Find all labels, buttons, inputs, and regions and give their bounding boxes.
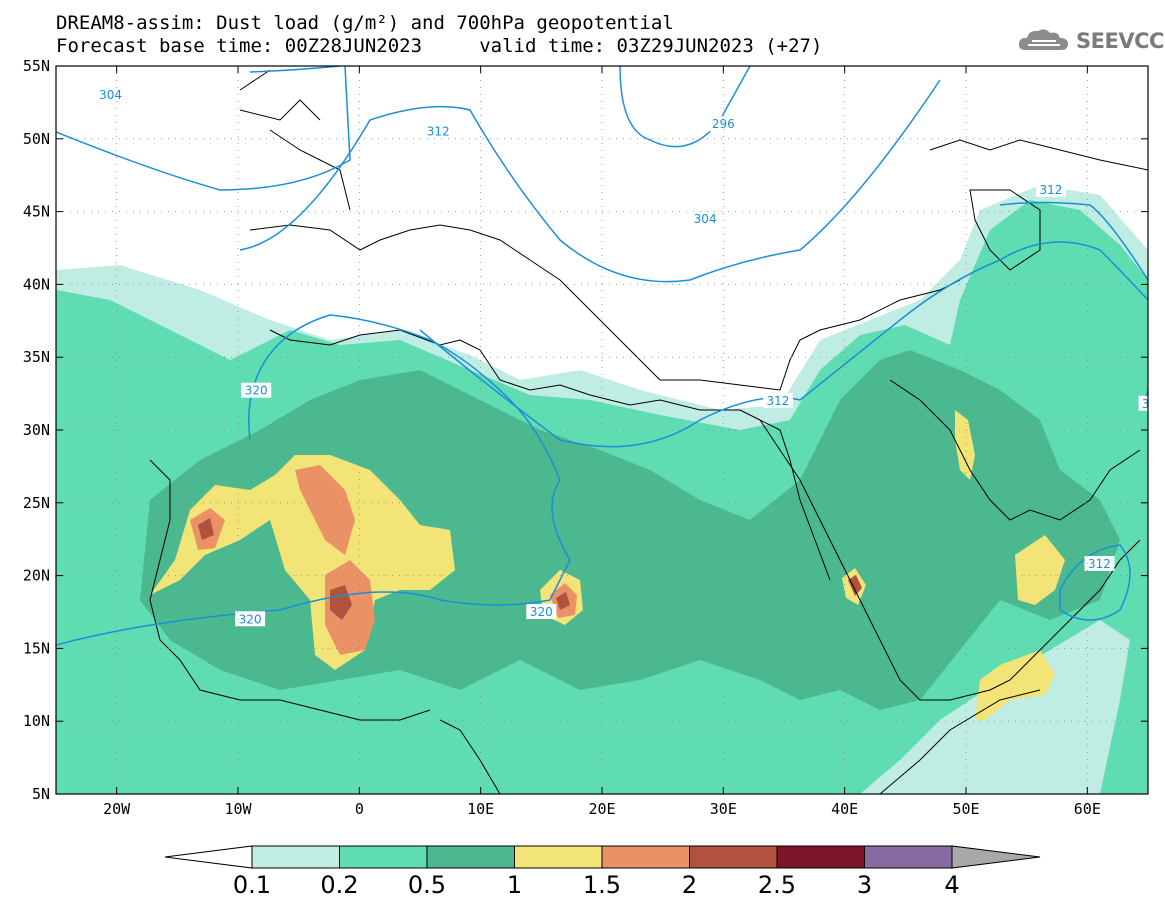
contour-label: 304: [694, 212, 717, 226]
lat-tick-label: 15N: [23, 639, 50, 657]
colorbar-label: 0.1: [233, 871, 271, 899]
dust-region-1-1.5-west: [150, 455, 455, 670]
contour-label-bg: [235, 611, 266, 627]
cloud-logo-icon: [1018, 29, 1068, 50]
dust-region-1-1.5-persian-gulf: [955, 410, 975, 480]
lon-tick-label: 60E: [1074, 800, 1101, 818]
lon-tick-label: 20W: [103, 800, 131, 818]
contour-label-bg: [690, 210, 721, 226]
lon-tick-label: 50E: [952, 800, 979, 818]
dust-region-2-2.5-west: [198, 518, 352, 620]
contour-label: 304: [99, 88, 122, 102]
contour-label: 296: [712, 117, 735, 131]
contour-label: 320: [530, 605, 553, 619]
graticule: [56, 66, 1148, 794]
map-subtitle: Forecast base time: 00Z28JUN2023 valid t…: [56, 35, 823, 57]
dust-region-0.5-1: [140, 350, 1120, 710]
colorbar-segment: [514, 845, 603, 869]
colorbar-segment: [864, 845, 953, 869]
lon-tick-label: 30E: [710, 800, 737, 818]
colorbar-segment: [251, 845, 340, 869]
dust-region-2-2.5-chad: [556, 592, 570, 610]
lon-tick-label: 10W: [224, 800, 252, 818]
contour-label-bg: [526, 604, 557, 619]
contour-label: 312: [1088, 557, 1111, 571]
lat-tick-label: 35N: [23, 348, 50, 366]
lon-tick-label: 20E: [588, 800, 615, 818]
contour-label-bg: [241, 382, 272, 398]
contour-label-bg: [423, 123, 454, 139]
colorbar-segment: [689, 845, 778, 869]
longitude-axis: 20W 10W 0 10E 20E 30E 40E 50E 60E: [103, 66, 1101, 818]
contour-label-bg: [1084, 555, 1115, 571]
seevccc-logo: SEEVCCC: [1016, 26, 1165, 56]
latitude-axis: 55N 50N 45N 40N 35N 30N 25N 20N 15N 10N 5N: [23, 57, 1148, 803]
colorbar-label: 0.2: [320, 871, 358, 899]
dust-region-1-1.5-oman: [1015, 535, 1065, 605]
lat-tick-label: 30N: [23, 421, 50, 439]
lat-tick-label: 50N: [23, 130, 50, 148]
contour-label: 320: [245, 384, 268, 398]
colorbar-segment: [426, 845, 515, 869]
map-plot-area: 304 312 296 304 312 320 312 3 312 320 320: [56, 66, 1150, 794]
contour-labels: 304 312 296 304 312 320 312 3 312 320 320: [95, 87, 1150, 627]
colorbar-segment: [776, 845, 865, 869]
dust-region-2-2.5-eritrea: [848, 575, 862, 596]
geopotential-contour-layer: [56, 66, 1148, 646]
colorbar-label: 3: [857, 871, 872, 899]
contour-label: 320: [239, 612, 262, 626]
lat-tick-label: 20N: [23, 567, 50, 585]
colorbar-segment: [339, 845, 428, 869]
coastline-layer: [149, 69, 1148, 794]
lat-tick-label: 5N: [32, 785, 50, 803]
lon-tick-label: 0: [355, 800, 364, 818]
contour-label-bg: [95, 87, 126, 103]
dust-region-1.5-2-west: [190, 465, 375, 655]
dust-field-layer: [56, 185, 1148, 794]
colorbar-label: 0.5: [408, 871, 446, 899]
lat-tick-label: 40N: [23, 275, 50, 293]
lat-tick-label: 45N: [23, 203, 50, 221]
logo-text: SEEVCCC: [1076, 29, 1165, 53]
contour-label: 3: [1142, 397, 1150, 411]
lat-tick-label: 25N: [23, 494, 50, 512]
contour-label-bg: [762, 392, 793, 408]
colorbar-label: 1: [507, 871, 522, 899]
map-title: DREAM8-assim: Dust load (g/m²) and 700hP…: [56, 12, 674, 34]
contour-label-bg: [708, 116, 739, 132]
colorbar-label: 4: [944, 871, 959, 899]
colorbar-high-triangle: [951, 845, 1041, 869]
colorbar-label: 1.5: [583, 871, 621, 899]
contour-label-bg: [1138, 395, 1148, 411]
colorbar-segment: [601, 845, 690, 869]
contour-label: 312: [766, 394, 789, 408]
contour-label: 312: [1039, 183, 1062, 197]
contour-label: 312: [427, 125, 450, 139]
lon-tick-label: 10E: [467, 800, 494, 818]
lon-tick-label: 40E: [831, 800, 858, 818]
colorbar-label: 2.5: [758, 871, 796, 899]
colorbar: 0.1 0.2 0.5 1 1.5 2 2.5 3 4: [164, 845, 1041, 899]
lat-tick-label: 55N: [23, 57, 50, 75]
colorbar-low-triangle: [164, 845, 253, 869]
colorbar-label: 2: [682, 871, 697, 899]
lat-tick-label: 10N: [23, 712, 50, 730]
contour-label-bg: [1035, 181, 1066, 197]
